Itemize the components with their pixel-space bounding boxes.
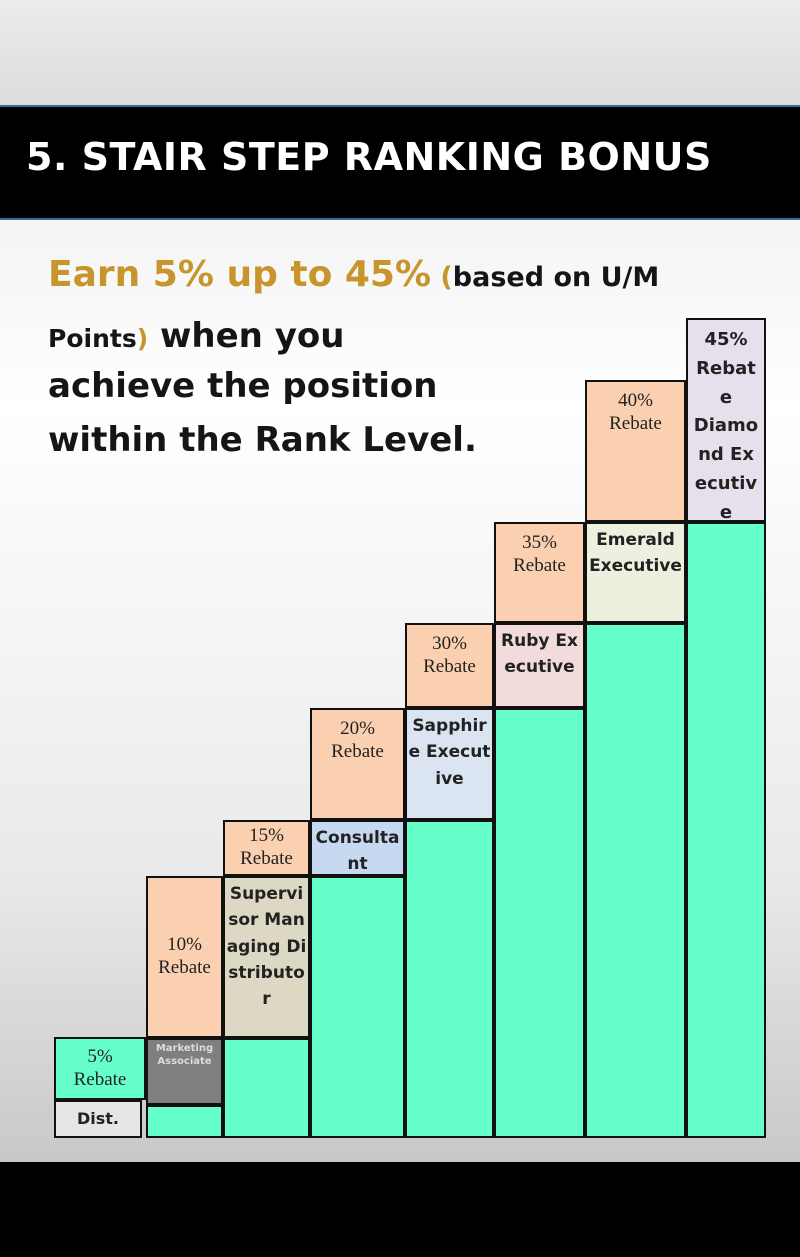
rank-name: Marketing Associate xyxy=(155,1043,214,1067)
headline-based-text: based on U/M xyxy=(452,262,660,293)
rebate-box: 20% Rebate xyxy=(310,708,405,820)
rebate-label: Rebate xyxy=(331,740,384,762)
headline-line-2: Points) when you xyxy=(48,316,344,356)
headline-line-1: Earn 5% up to 45% (based on U/M xyxy=(48,254,659,295)
rebate-percent: 35% xyxy=(522,532,557,553)
headline-when: when you xyxy=(148,316,345,356)
rank-name: Diamond Executive xyxy=(693,415,759,522)
step-pillar xyxy=(146,1105,223,1138)
rank-box: Sapphire Executive xyxy=(405,708,494,820)
rebate-label: Rebate xyxy=(513,554,566,576)
rebate-percent: 20% xyxy=(340,718,375,739)
rebate-box: 10% Rebate xyxy=(146,876,223,1038)
rebate-box: 40% Rebate xyxy=(585,380,686,522)
rank-box: Marketing Associate xyxy=(146,1038,223,1105)
rebate-percent: 15% xyxy=(249,825,284,847)
rebate-label: Rebate xyxy=(73,1068,127,1090)
step-pillar xyxy=(405,820,494,1138)
rebate-percent: 45% xyxy=(704,329,748,350)
headline-line-3: achieve the position xyxy=(48,366,438,406)
step-pillar xyxy=(585,623,686,1138)
rebate-label: Rebate xyxy=(158,957,211,978)
rank-box: 45% Rebate Diamond Executive xyxy=(686,318,766,522)
slide-title: 5. STAIR STEP RANKING BONUS xyxy=(26,135,712,179)
headline-paren-open: ( xyxy=(431,262,453,293)
stair-step-diagram: 5% Rebate Dist. 10% Rebate Marketing Associat… xyxy=(0,220,800,1162)
rank-box: Dist. xyxy=(54,1100,142,1138)
rank-name: Sapphire Executive xyxy=(408,716,491,789)
rebate-percent: 30% xyxy=(432,633,467,654)
headline-points: Points xyxy=(48,324,137,353)
rank-name: Supervisor Managing Distributor xyxy=(226,884,307,1010)
rank-box: Emerald Executive xyxy=(585,522,686,623)
rank-box: Ruby Executive xyxy=(494,623,585,708)
rebate-box: 35% Rebate xyxy=(494,522,585,623)
rebate-percent: 40% xyxy=(618,390,653,411)
rank-box: Consultant xyxy=(310,820,405,876)
step-pillar xyxy=(686,522,766,1138)
rank-name: Dist. xyxy=(76,1109,119,1129)
rebate-box: 5% Rebate xyxy=(54,1037,146,1100)
rebate-label: Rebate xyxy=(609,412,662,434)
rank-box: Supervisor Managing Distributor xyxy=(223,876,310,1038)
rebate-box: 15% Rebate xyxy=(223,820,310,876)
headline-highlight: Earn 5% up to 45% xyxy=(48,254,432,295)
rebate-percent: 5% xyxy=(87,1045,113,1067)
rebate-label: Rebate xyxy=(696,357,756,408)
title-bar: 5. STAIR STEP RANKING BONUS xyxy=(0,105,800,220)
slide-body: Earn 5% up to 45% (based on U/M Points) … xyxy=(0,220,800,1162)
headline-paren-close: ) xyxy=(136,324,149,353)
rebate-box: 30% Rebate xyxy=(405,623,494,708)
rebate-label: Rebate xyxy=(423,655,476,677)
step-pillar xyxy=(310,876,405,1138)
step-pillar xyxy=(494,708,585,1138)
step-pillar xyxy=(223,1038,310,1138)
top-band xyxy=(0,0,800,105)
rebate-label: Rebate xyxy=(240,848,293,869)
headline-line-4: within the Rank Level. xyxy=(48,420,477,460)
rank-name: Emerald Executive xyxy=(589,530,682,577)
rank-name: Consultant xyxy=(315,828,400,875)
bottom-band xyxy=(0,1162,800,1257)
rebate-percent: 10% xyxy=(167,934,202,956)
rank-name: Ruby Executive xyxy=(501,631,578,678)
